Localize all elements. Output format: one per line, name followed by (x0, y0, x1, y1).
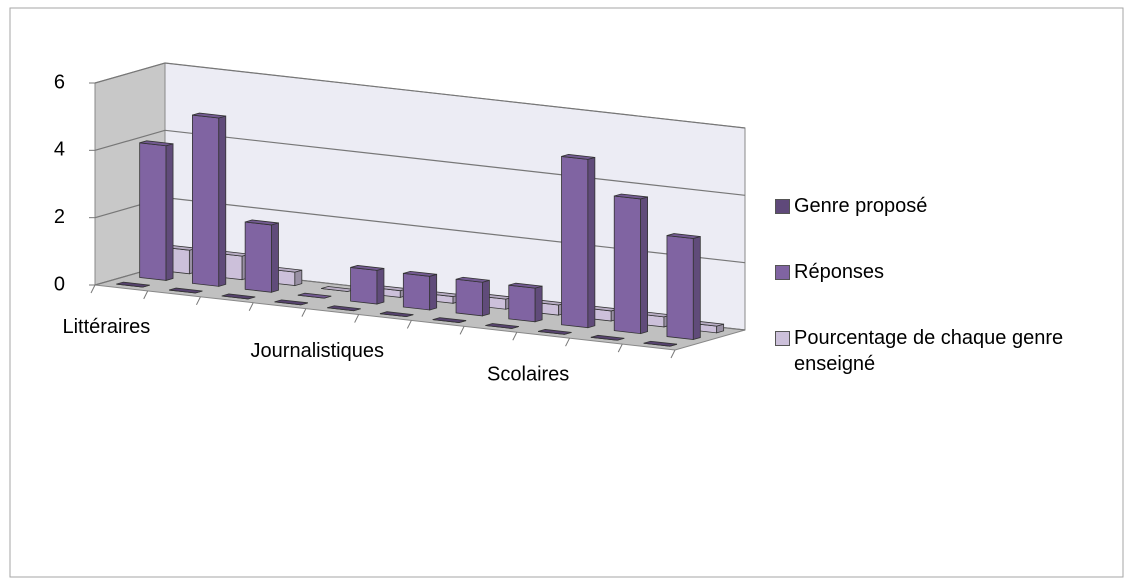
bar (192, 112, 227, 287)
bar-side (640, 196, 648, 335)
bar (402, 270, 438, 311)
bar-top (403, 270, 437, 277)
bar-side (482, 279, 490, 317)
bar-top (168, 287, 203, 294)
bar-top (327, 305, 361, 312)
legend-swatch (775, 199, 790, 214)
x-tick (248, 302, 254, 311)
y-tick-label: 0 (54, 273, 65, 295)
x-tick (406, 320, 412, 329)
y-tick-label: 6 (54, 71, 65, 93)
bar-front (666, 235, 694, 340)
bar (432, 317, 467, 323)
x-tick (459, 326, 465, 335)
bar (455, 276, 490, 317)
bar (244, 219, 279, 293)
bar-side (271, 222, 279, 293)
bar (590, 334, 625, 341)
legend-item: Pourcentage de chaque genre enseigné (775, 325, 1105, 377)
legend-label: Genre proposé (794, 195, 928, 217)
bar (168, 287, 203, 294)
bar (538, 329, 572, 335)
bar-top (221, 293, 256, 300)
bar-front (561, 155, 589, 329)
x-tick-label: Littéraires (62, 316, 150, 338)
bar-top (614, 193, 648, 200)
bar-top (379, 311, 414, 318)
bar-side (429, 273, 438, 311)
bar-front (139, 142, 167, 281)
x-tick (354, 314, 360, 323)
y-tick-label: 2 (54, 206, 65, 228)
bar-top (508, 282, 543, 289)
bar-side (376, 267, 385, 305)
bar-top (432, 317, 467, 323)
bar (221, 293, 256, 300)
bar (139, 140, 174, 281)
bar (350, 265, 385, 305)
bar-side (165, 143, 174, 281)
bar-top (274, 299, 309, 306)
legend-swatch (775, 265, 790, 280)
x-tick-label: Journalistiques (251, 340, 384, 362)
bar-top (538, 329, 572, 335)
bar-top (116, 281, 150, 288)
x-tick (670, 349, 676, 359)
bar-front (350, 266, 378, 305)
x-tick (617, 343, 623, 353)
legend-swatch (775, 331, 790, 346)
grid-line (94, 129, 746, 196)
y-tick-label: 4 (54, 139, 65, 161)
bar-front (455, 278, 483, 317)
bar-side (294, 269, 303, 287)
bar-top (192, 112, 226, 119)
legend-item: Réponses (775, 259, 1105, 285)
x-tick (512, 332, 518, 341)
x-tick (565, 337, 570, 347)
bar-front (613, 195, 641, 335)
bar (116, 281, 150, 288)
bar-top (643, 340, 678, 347)
legend-label: Réponses (794, 261, 885, 283)
bar (508, 282, 543, 323)
legend: Genre proposé Réponses Pourcentage de chaq… (775, 193, 1105, 417)
bar (327, 305, 361, 312)
bar-front (508, 284, 536, 323)
bar-top (297, 292, 332, 299)
bar-top (561, 154, 595, 160)
bar-front (244, 221, 272, 293)
legend-label: Pourcentage de chaque genre enseigné (794, 327, 1064, 375)
bar-top (590, 334, 625, 341)
bar-side (218, 115, 227, 287)
x-tick (301, 308, 307, 317)
grid-line (94, 62, 746, 129)
bar-side (534, 285, 543, 323)
x-tick (196, 296, 201, 306)
legend-item: Genre proposé (775, 193, 1105, 219)
bar-front (192, 114, 220, 287)
bar-side (587, 156, 596, 329)
x-tick-label: Scolaires (487, 364, 569, 386)
bar-front (402, 272, 431, 311)
bar (666, 233, 701, 341)
bar (297, 292, 332, 299)
bar-top (245, 219, 279, 226)
bar-top (485, 323, 519, 329)
bar (613, 193, 648, 335)
bar (485, 323, 519, 329)
bar-top (666, 233, 701, 239)
bar (561, 154, 596, 329)
bar (643, 340, 678, 347)
bar-top (455, 276, 490, 283)
x-tick (90, 284, 96, 294)
bar (274, 299, 309, 306)
bar-top (139, 140, 174, 147)
x-tick (143, 290, 149, 300)
bar-top (350, 265, 385, 271)
bar (379, 311, 414, 318)
bar-side (692, 235, 701, 341)
